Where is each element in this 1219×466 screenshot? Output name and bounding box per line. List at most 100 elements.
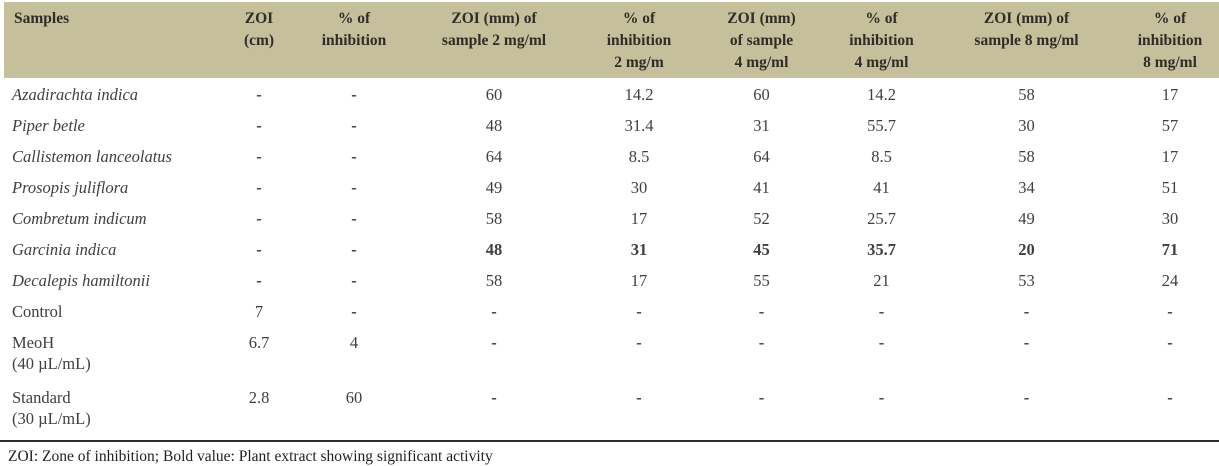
cell-r6-c6: 21	[873, 271, 890, 290]
cell-r2-c3: 64	[485, 147, 503, 166]
cell-r3-c2: -	[351, 178, 357, 197]
cell-r9-c1: 2.8	[248, 388, 270, 407]
cell-r5-c7: 20	[1018, 240, 1035, 259]
cell-r1-c1: -	[256, 116, 262, 135]
cell-r9-c4: -	[636, 388, 642, 407]
cell-r0-c8: 17	[1161, 85, 1179, 104]
sample-name: Standard (30 µL/mL)	[12, 388, 91, 428]
cell-r5-c1: -	[256, 240, 262, 259]
cell-r6-c1: -	[256, 271, 262, 290]
header-row: Samples ZOI (cm)% of inhibition ZOI (mm) of s…	[0, 0, 1219, 78]
column-header-0: Samples	[0, 0, 214, 78]
cell-r0-c4: 14.2	[624, 85, 654, 104]
cell-r4-c5: 52	[753, 209, 770, 228]
table-row: Garcinia indica - - 48 31 45 35.7 20 71	[2, 233, 1219, 264]
cell-r5-c4: 31	[630, 240, 648, 259]
cell-r8-c7: -	[1023, 333, 1030, 352]
cell-r5-c6: 35.7	[867, 240, 896, 259]
column-header-6: % of inhibition 4 mg/ml	[829, 0, 934, 78]
cell-r1-c7: 30	[1018, 116, 1035, 135]
cell-r0-c3: 60	[485, 85, 503, 104]
table-row: Callistemon lanceolatus - - 64 8.5 64 8.5 58 17	[2, 140, 1219, 171]
sample-name: MeoH (40 µL/mL)	[12, 333, 91, 373]
sample-name: Garcinia indica	[12, 240, 117, 259]
cell-r3-c5: 41	[753, 178, 770, 197]
cell-r7-c1: 7	[254, 302, 264, 321]
cell-r7-c6: -	[878, 302, 885, 321]
cell-r5-c8: 71	[1161, 240, 1179, 259]
cell-r8-c5: -	[758, 333, 765, 352]
sample-name: Callistemon lanceolatus	[12, 147, 172, 166]
sample-name: Decalepis hamiltonii	[12, 271, 150, 290]
cell-r0-c7: 58	[1018, 85, 1035, 104]
cell-r3-c1: -	[256, 178, 262, 197]
sample-name: Control	[12, 302, 63, 321]
cell-r0-c6: 14.2	[867, 85, 896, 104]
cell-r0-c5: 60	[753, 85, 770, 104]
cell-r7-c3: -	[491, 302, 497, 321]
cell-r3-c3: 49	[485, 178, 503, 197]
cell-r8-c1: 6.7	[248, 333, 270, 352]
cell-r4-c3: 58	[485, 209, 503, 228]
column-header-3: ZOI (mm) of sample 2 mg/ml	[404, 0, 584, 78]
cell-r1-c5: 31	[753, 116, 770, 135]
cell-r9-c5: -	[758, 388, 765, 407]
cell-r3-c7: 34	[1018, 178, 1035, 197]
cell-r6-c2: -	[351, 271, 357, 290]
cell-r6-c4: 17	[630, 271, 648, 290]
cell-r1-c4: 31.4	[624, 116, 654, 135]
cell-r2-c4: 8.5	[628, 147, 650, 166]
table-header: Samples ZOI (cm)% of inhibition ZOI (mm) of s…	[0, 0, 1219, 78]
cell-r9-c8: -	[1167, 388, 1173, 407]
cell-r0-c1: -	[256, 85, 262, 104]
cell-r4-c7: 49	[1018, 209, 1035, 228]
cell-r9-c6: -	[878, 388, 885, 407]
cell-r4-c4: 17	[630, 209, 648, 228]
cell-r3-c4: 30	[630, 178, 648, 197]
sample-name: Piper betle	[12, 116, 85, 135]
cell-r8-c2: 4	[349, 333, 359, 352]
cell-r1-c6: 55.7	[867, 116, 896, 135]
table-row: Piper betle - - 48 31.4 31 55.7 30 57	[2, 109, 1219, 140]
cell-r3-c6: 41	[873, 178, 890, 197]
column-header-7: ZOI (mm) of sample 8 mg/ml	[934, 0, 1119, 78]
sample-name: Azadirachta indica	[12, 85, 139, 104]
table-body: Azadirachta indica - - 60 14.2 60 14.2 58 17 Pipe…	[2, 78, 1219, 436]
cell-r8-c6: -	[878, 333, 885, 352]
sample-name: Prosopis juliflora	[12, 178, 129, 197]
column-header-4: % of inhibition 2 mg/m	[584, 0, 694, 78]
cell-r5-c3: 48	[485, 240, 503, 259]
cell-r1-c2: -	[351, 116, 357, 135]
cell-r7-c8: -	[1167, 302, 1173, 321]
table-footnote-rule: ZOI: Zone of inhibition; Bold value: Pla…	[0, 440, 1219, 466]
cell-r0-c2: -	[351, 85, 357, 104]
table-row: Standard (30 µL/mL) 2.8 60 - - - - - -	[2, 381, 1219, 436]
cell-r6-c3: 58	[485, 271, 503, 290]
cell-r2-c6: 8.5	[871, 147, 892, 166]
cell-r3-c8: 51	[1161, 178, 1179, 197]
table-row: Decalepis hamiltonii - - 58 17 55 21 53 24	[2, 264, 1219, 295]
cell-r9-c7: -	[1023, 388, 1030, 407]
cell-r8-c4: -	[636, 333, 642, 352]
table-row: Azadirachta indica - - 60 14.2 60 14.2 58 17	[2, 78, 1219, 109]
cell-r6-c5: 55	[753, 271, 770, 290]
cell-r2-c5: 64	[753, 147, 770, 166]
cell-r2-c8: 17	[1161, 147, 1179, 166]
cell-r4-c8: 30	[1161, 209, 1179, 228]
cell-r6-c8: 24	[1161, 271, 1179, 290]
cell-r7-c5: -	[758, 302, 765, 321]
column-header-5: ZOI (mm) of sample 4 mg/ml	[694, 0, 829, 78]
cell-r2-c1: -	[256, 147, 262, 166]
cell-r5-c2: -	[351, 240, 357, 259]
column-header-8: % of inhibition 8 mg/ml	[1119, 0, 1219, 78]
cell-r4-c1: -	[256, 209, 262, 228]
table-row: Combretum indicum - - 58 17 52 25.7 49 30	[2, 202, 1219, 233]
cell-r2-c7: 58	[1018, 147, 1035, 166]
cell-r4-c2: -	[351, 209, 357, 228]
cell-r4-c6: 25.7	[867, 209, 896, 228]
cell-r5-c5: 45	[753, 240, 770, 259]
cell-r1-c8: 57	[1161, 116, 1179, 135]
cell-r2-c2: -	[351, 147, 357, 166]
results-table: Samples ZOI (cm)% of inhibition ZOI (mm) of s…	[0, 0, 1219, 436]
cell-r6-c7: 53	[1018, 271, 1035, 290]
